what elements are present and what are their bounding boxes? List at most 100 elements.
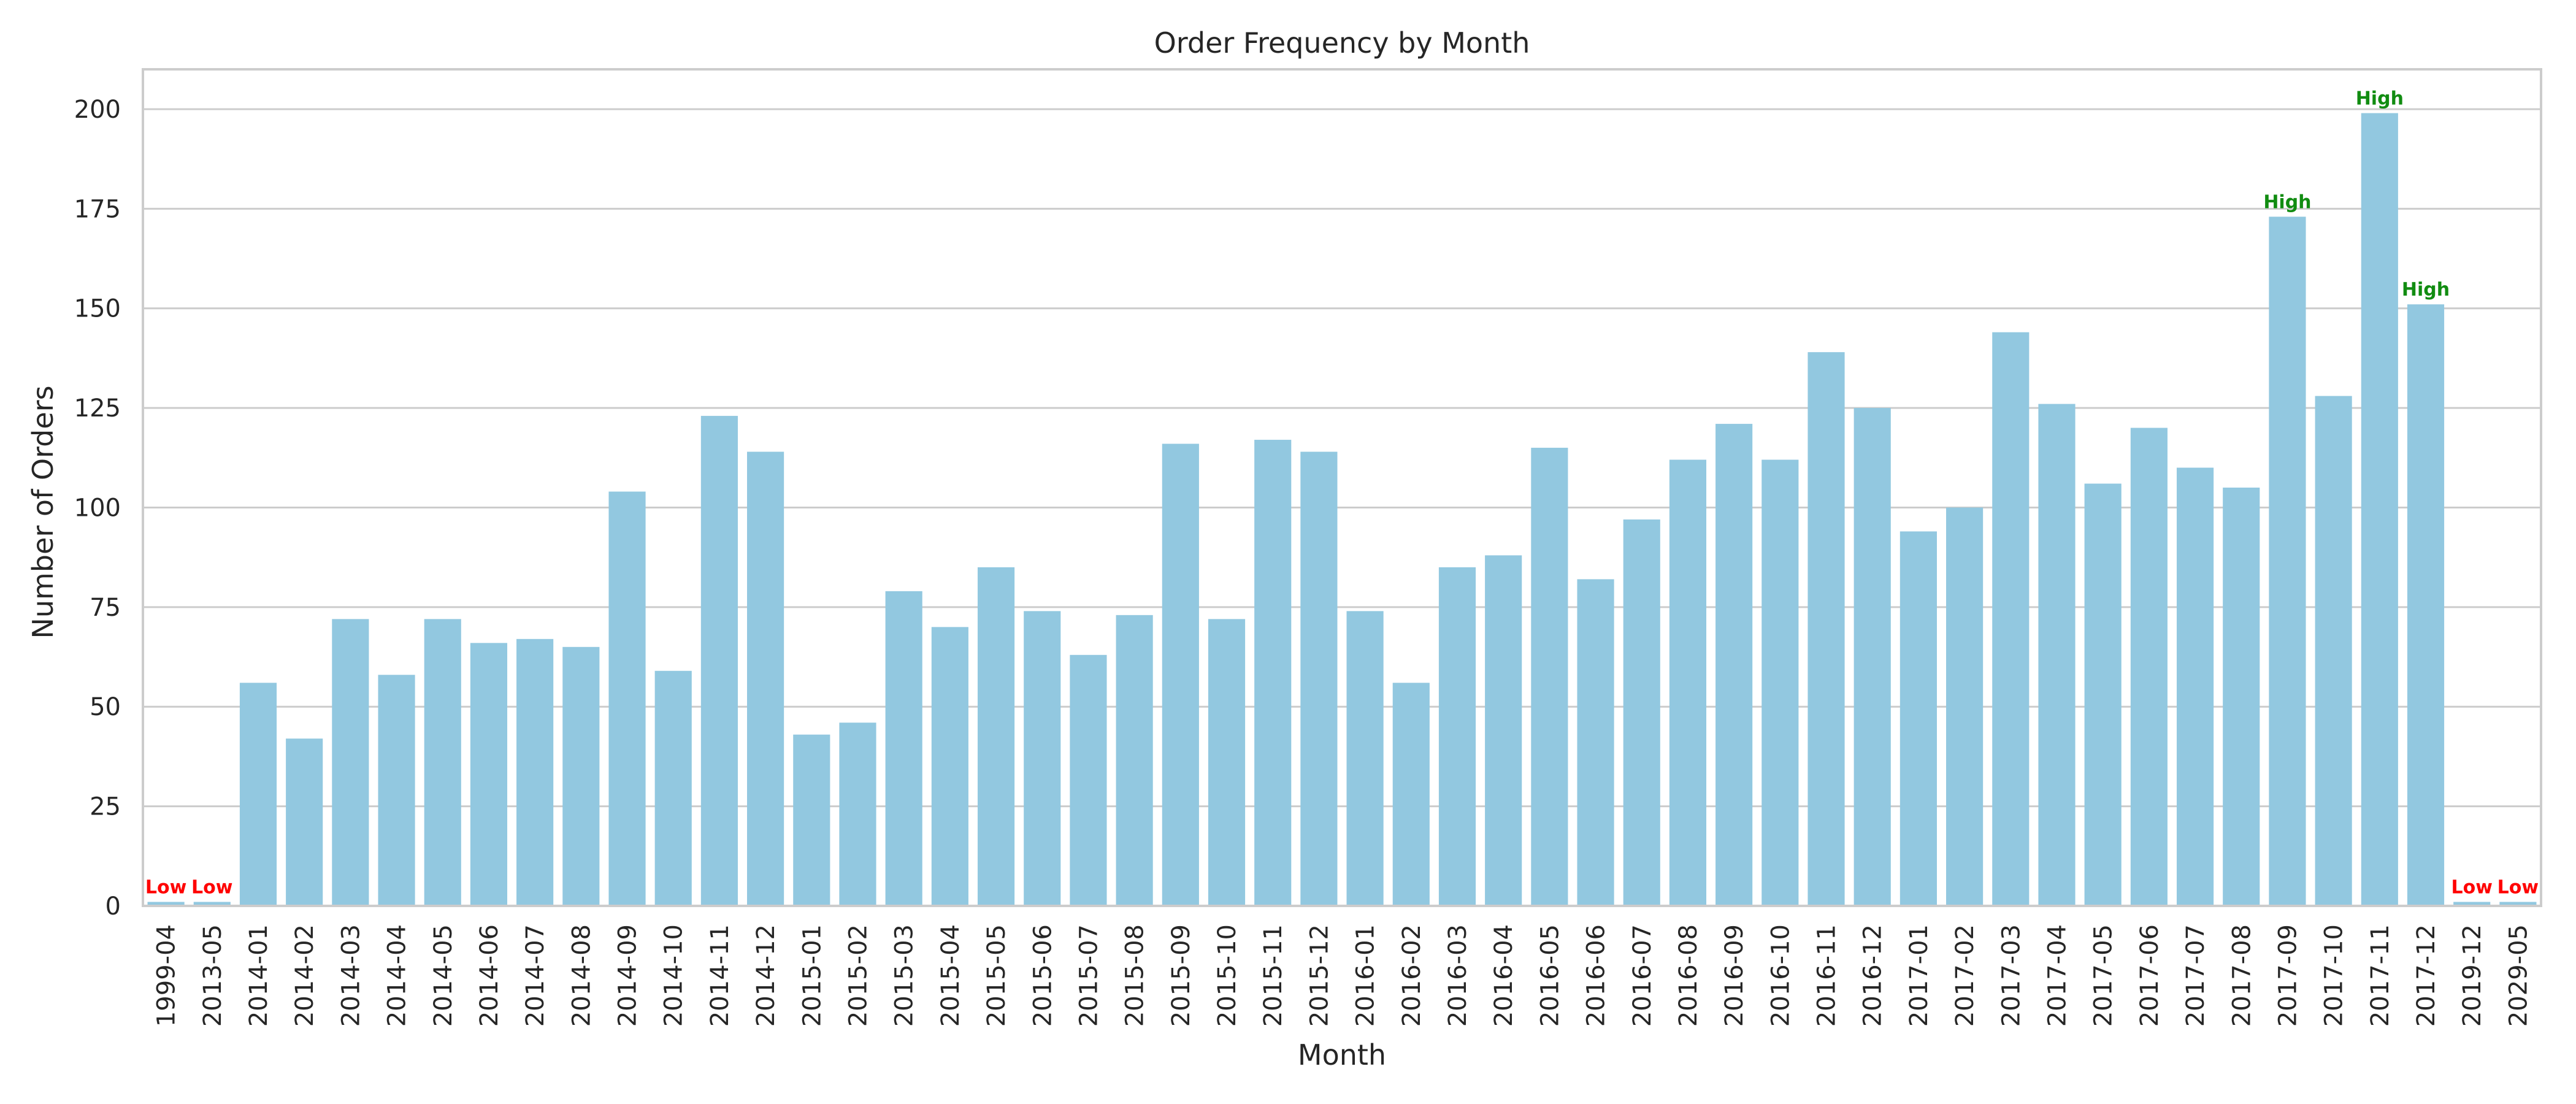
bar-2014-11 <box>700 416 738 906</box>
bar-2029-05 <box>2499 902 2537 906</box>
x-tick-label-2014-02: 2014-02 <box>291 924 319 1027</box>
x-tick-label-2014-08: 2014-08 <box>567 924 596 1027</box>
x-tick-label-2015-09: 2015-09 <box>1167 924 1195 1027</box>
x-tick-label-2014-03: 2014-03 <box>337 924 365 1027</box>
x-axis-label: Month <box>1298 1038 1386 1071</box>
bar-2013-05 <box>193 902 231 906</box>
x-tick-label-2017-11: 2017-11 <box>2366 924 2394 1027</box>
x-tick-label-2014-01: 2014-01 <box>245 924 273 1027</box>
bar-2014-07 <box>516 638 554 906</box>
bar-2015-05 <box>977 567 1015 906</box>
bar-2016-12 <box>1853 408 1891 906</box>
x-tick-label-2013-05: 2013-05 <box>199 924 227 1027</box>
bar-2015-07 <box>1070 654 1107 906</box>
x-tick-label-2017-10: 2017-10 <box>2320 924 2348 1027</box>
plot-frame <box>142 68 2542 907</box>
bar-2017-02 <box>1946 507 1984 906</box>
annotation-low-2013-05: Low <box>191 877 232 899</box>
bar-2016-09 <box>1715 424 1753 906</box>
bar-2014-05 <box>424 619 461 906</box>
x-tick-label-2015-02: 2015-02 <box>844 924 872 1027</box>
x-tick-label-2017-06: 2017-06 <box>2136 924 2164 1027</box>
x-tick-label-2015-07: 2015-07 <box>1075 924 1103 1027</box>
y-tick-label-50: 50 <box>90 693 121 721</box>
bar-2016-10 <box>1761 459 1799 906</box>
y-tick-labels: 0 25 50 75 100 125 150 175 200 <box>74 96 121 921</box>
x-tick-label-2017-07: 2017-07 <box>2182 924 2210 1027</box>
bar-2014-04 <box>378 675 415 906</box>
y-tick-label-175: 175 <box>74 195 121 223</box>
y-tick-label-0: 0 <box>105 892 121 921</box>
bar-1999-04 <box>147 902 185 906</box>
x-tick-label-2016-06: 2016-06 <box>1582 924 1611 1027</box>
bar-2017-12 <box>2407 304 2445 906</box>
x-tick-label-2017-08: 2017-08 <box>2228 924 2256 1027</box>
x-tick-label-2014-10: 2014-10 <box>660 924 688 1027</box>
bar-2014-12 <box>747 451 784 906</box>
x-tick-label-2017-04: 2017-04 <box>2043 924 2071 1027</box>
x-tick-label-2019-12: 2019-12 <box>2458 924 2486 1027</box>
bar-2014-09 <box>608 491 646 906</box>
x-tick-label-2014-12: 2014-12 <box>752 924 780 1027</box>
bar-2015-11 <box>1254 440 1292 906</box>
annotation-high-2017-09: High <box>2263 191 2311 213</box>
bar-2015-12 <box>1300 451 1338 906</box>
bar-2015-08 <box>1116 615 1153 906</box>
bar-2016-05 <box>1531 448 1568 906</box>
y-tick-label-200: 200 <box>74 96 121 124</box>
y-axis-label: Number of Orders <box>26 385 59 638</box>
x-tick-label-2015-11: 2015-11 <box>1259 924 1287 1027</box>
annotation-high-2017-11: High <box>2356 88 2404 109</box>
annotation-low-1999-04: Low <box>145 877 186 899</box>
x-tick-label-2029-05: 2029-05 <box>2504 924 2532 1027</box>
x-tick-label-2015-12: 2015-12 <box>1305 924 1333 1027</box>
bar-2016-02 <box>1392 683 1430 906</box>
bar-2017-05 <box>2084 483 2122 906</box>
x-tick-label-2014-09: 2014-09 <box>614 924 642 1027</box>
x-tick-label-2017-12: 2017-12 <box>2412 924 2440 1027</box>
bar-2017-09 <box>2269 217 2306 906</box>
x-tick-label-2016-01: 2016-01 <box>1352 924 1380 1027</box>
bar-2017-06 <box>2130 427 2168 906</box>
x-tick-label-2016-02: 2016-02 <box>1398 924 1426 1027</box>
x-tick-label-2017-01: 2017-01 <box>1905 924 1933 1027</box>
bar-2015-02 <box>839 723 876 906</box>
annotation-low-2029-05: Low <box>2497 877 2539 899</box>
x-tick-label-2014-06: 2014-06 <box>475 924 504 1027</box>
x-tick-label-2017-05: 2017-05 <box>2090 924 2118 1027</box>
y-tick-label-150: 150 <box>74 295 121 323</box>
bar-2014-10 <box>654 670 692 906</box>
bar-2016-04 <box>1485 555 1522 906</box>
bar-2016-06 <box>1577 579 1614 906</box>
y-tick-label-125: 125 <box>74 394 121 423</box>
bar-2015-09 <box>1162 443 1199 906</box>
bar-2017-11 <box>2361 113 2398 906</box>
bar-2014-08 <box>562 646 600 906</box>
bar-2014-01 <box>239 683 277 906</box>
x-tick-label-2017-09: 2017-09 <box>2274 924 2302 1027</box>
bar-2017-07 <box>2176 467 2214 906</box>
x-tick-label-2015-10: 2015-10 <box>1213 924 1241 1027</box>
bar-2014-06 <box>470 643 508 906</box>
x-tick-label-2016-11: 2016-11 <box>1813 924 1841 1027</box>
y-tick-label-25: 25 <box>90 793 121 821</box>
bar-2016-11 <box>1807 352 1845 906</box>
x-tick-label-1999-04: 1999-04 <box>153 924 181 1027</box>
x-tick-label-2016-05: 2016-05 <box>1536 924 1564 1027</box>
x-tick-label-2015-03: 2015-03 <box>891 924 919 1027</box>
y-tick-label-75: 75 <box>90 594 121 622</box>
bar-2015-03 <box>885 591 922 906</box>
bar-2017-08 <box>2223 488 2260 906</box>
bar-2017-01 <box>1899 531 1937 906</box>
annotation-low-2019-12: Low <box>2451 877 2492 899</box>
bar-2017-04 <box>2038 404 2076 906</box>
chart-title: Order Frequency by Month <box>1154 26 1530 59</box>
bar-2015-04 <box>931 627 968 906</box>
bar-2014-02 <box>286 738 323 906</box>
x-tick-label-2014-05: 2014-05 <box>429 924 458 1027</box>
x-tick-label-2014-07: 2014-07 <box>521 924 550 1027</box>
x-tick-label-2016-07: 2016-07 <box>1628 924 1657 1027</box>
bar-2019-12 <box>2453 902 2491 906</box>
